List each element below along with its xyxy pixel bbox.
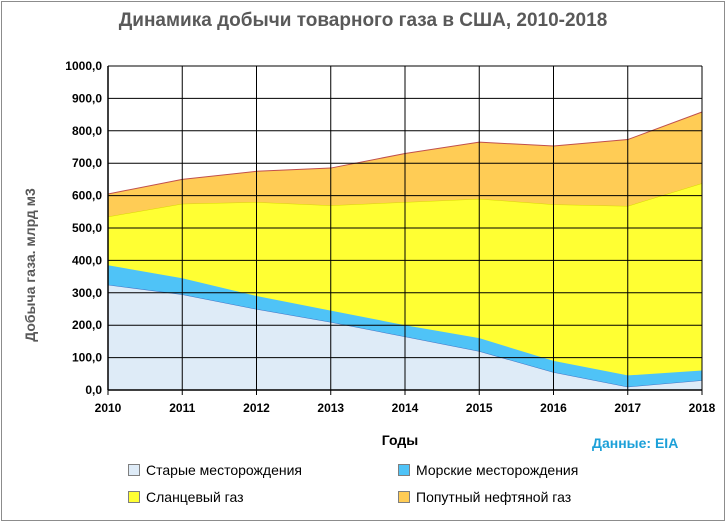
y-tick-label-5: 500,0: [72, 221, 102, 235]
legend-swatch-shale: [128, 491, 140, 503]
x-tick-label-7: 2017: [614, 401, 641, 415]
x-tick-label-0: 2010: [95, 401, 122, 415]
legend-item-shale: Сланцевый газ: [128, 489, 244, 505]
y-tick-label-6: 600,0: [72, 189, 102, 203]
chart-title: Динамика добычи товарного газа в США, 20…: [118, 10, 608, 31]
x-tick-label-4: 2014: [392, 401, 419, 415]
y-tick-label-7: 700,0: [72, 156, 102, 170]
legend-swatch-offshore: [398, 464, 410, 476]
x-tick-label-6: 2016: [540, 401, 567, 415]
legend-swatch-old-fields: [128, 464, 140, 476]
legend-label-old-fields: Старые месторождения: [146, 462, 302, 478]
x-axis-label: Годы: [381, 432, 419, 448]
y-tick-label-8: 800,0: [72, 124, 102, 138]
y-tick-label-3: 300,0: [72, 286, 102, 300]
legend-item-old-fields: Старые месторождения: [128, 462, 302, 478]
y-tick-label-0: 0,0: [85, 383, 102, 397]
y-tick-label-2: 200,0: [72, 318, 102, 332]
legend-label-associated: Попутный нефтяной газ: [416, 489, 572, 505]
source-label: Данные: EIA: [592, 435, 679, 451]
x-tick-label-3: 2013: [317, 401, 344, 415]
y-tick-label-1: 100,0: [72, 351, 102, 365]
y-tick-label-10: 1000,0: [65, 59, 102, 73]
legend-label-offshore: Морские месторождения: [416, 462, 579, 478]
legend-item-associated: Попутный нефтяной газ: [398, 489, 571, 505]
x-tick-label-1: 2011: [169, 401, 195, 415]
x-tick-label-2: 2012: [243, 401, 270, 415]
legend-item-offshore: Морские месторождения: [398, 462, 578, 478]
y-tick-label-4: 400,0: [72, 253, 102, 267]
x-tick-label-8: 2018: [689, 401, 716, 415]
x-tick-label-5: 2015: [466, 401, 493, 415]
legend-swatch-associated: [398, 491, 410, 503]
y-tick-label-9: 900,0: [72, 91, 102, 105]
legend-label-shale: Сланцевый газ: [146, 489, 244, 505]
